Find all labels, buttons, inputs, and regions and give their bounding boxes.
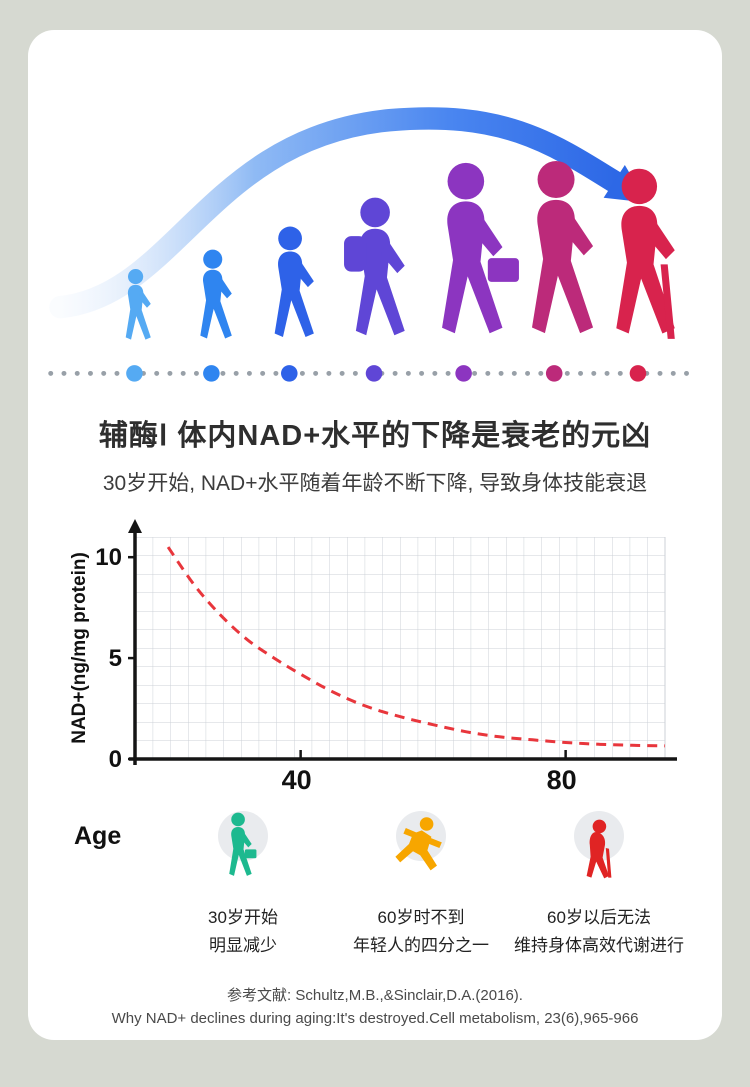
nad-decline-curve bbox=[166, 546, 666, 748]
age-stage-caption: 30岁开始 明显减少 bbox=[208, 908, 278, 956]
headline-title: 辅酶Ⅰ 体内NAD+水平的下降是衰老的元凶 bbox=[98, 420, 652, 452]
axis-ticks: 0 5 10 40 80 bbox=[95, 544, 576, 795]
x-axis-label: Age bbox=[74, 822, 122, 850]
timeline-dot bbox=[629, 365, 647, 382]
runner-icon bbox=[395, 811, 446, 871]
elderly-with-cane-icon bbox=[574, 811, 624, 879]
y-axis-arrow-icon bbox=[128, 519, 142, 533]
age-stage-60s: 60岁时不到 年轻人的四分之一 bbox=[332, 804, 510, 960]
age-stage-caption: 60岁时不到 年轻人的四分之一 bbox=[353, 908, 489, 956]
infographic-card: 辅酶Ⅰ 体内NAD+水平的下降是衰老的元凶 30岁开始, NAD+水平随着年龄不… bbox=[28, 30, 722, 1040]
life-stages-illustration bbox=[48, 107, 702, 382]
reference-line-1: 参考文献: Schultz,M.B.,&Sinclair,D.A.(2016). bbox=[227, 987, 523, 1005]
nad-decline-chart: NAD+(ng/mg protein) 0 5 10 40 80 bbox=[65, 519, 685, 804]
figure-elderly-cane bbox=[616, 168, 675, 339]
figure-adult-briefcase bbox=[442, 162, 519, 334]
svg-text:0: 0 bbox=[109, 746, 122, 773]
headline-subtitle: 30岁开始, NAD+水平随着年龄不断下降, 导致身体技能衰退 bbox=[102, 472, 648, 495]
figure-boy bbox=[274, 226, 314, 338]
timeline-dot bbox=[365, 365, 383, 382]
svg-text:80: 80 bbox=[547, 765, 577, 795]
figure-teen-backpack bbox=[344, 197, 405, 336]
age-stage-caption: 60岁以后无法 维持身体高效代谢进行 bbox=[514, 908, 684, 956]
age-stage-after-60: 60岁以后无法 维持身体高效代谢进行 bbox=[510, 804, 688, 960]
timeline-dot bbox=[545, 365, 563, 382]
reference-citation: 参考文献: Schultz,M.B.,&Sinclair,D.A.(2016).… bbox=[112, 984, 639, 1031]
timeline-dot bbox=[281, 365, 298, 382]
age-legend-row: Age 30岁开始 明显减少 60岁时不到 年轻人的 bbox=[28, 804, 722, 960]
chart-grid bbox=[135, 537, 665, 759]
walking-businessman-icon bbox=[218, 811, 268, 876]
chart-canvas: NAD+(ng/mg protein) 0 5 10 40 80 bbox=[69, 519, 677, 795]
svg-text:10: 10 bbox=[95, 544, 122, 571]
timeline-dot bbox=[126, 365, 143, 382]
figure-middle-aged bbox=[531, 160, 594, 334]
timeline-dot bbox=[455, 365, 472, 382]
reference-line-2: Why NAD+ declines during aging:It's dest… bbox=[111, 1010, 639, 1028]
age-stage-30s: 30岁开始 明显减少 bbox=[154, 804, 332, 960]
svg-text:5: 5 bbox=[109, 645, 122, 672]
y-axis-label: NAD+(ng/mg protein) bbox=[69, 552, 90, 744]
timeline-dot bbox=[203, 365, 220, 382]
figure-child bbox=[200, 249, 232, 339]
life-curve-arrow bbox=[49, 107, 627, 319]
svg-text:40: 40 bbox=[282, 765, 312, 795]
